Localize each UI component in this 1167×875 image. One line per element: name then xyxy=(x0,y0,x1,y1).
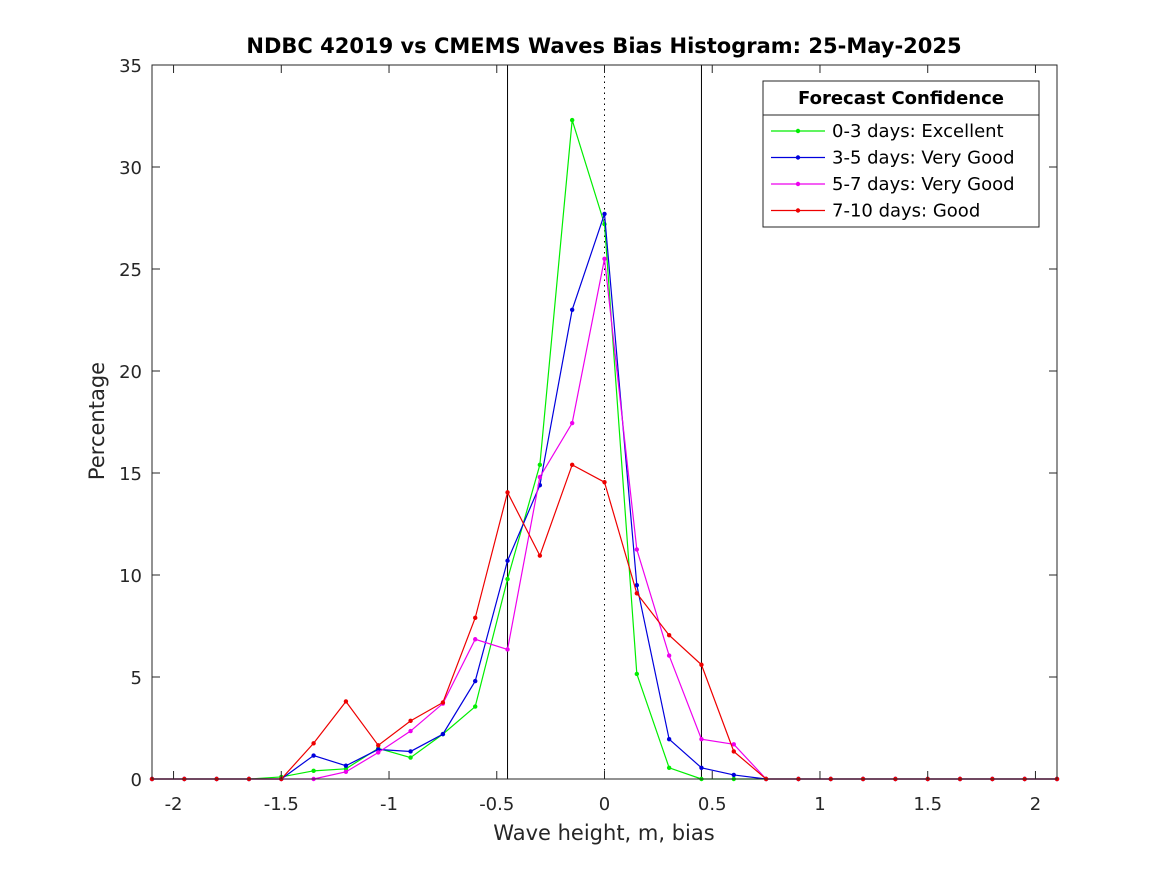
legend: Forecast Confidence 0-3 days: Excellent 3… xyxy=(762,80,1040,228)
x-tick-label: 0.5 xyxy=(698,794,727,815)
data-point xyxy=(505,576,510,582)
x-tick-label: 2 xyxy=(1030,794,1041,815)
data-point xyxy=(602,479,607,485)
data-point xyxy=(602,256,607,261)
x-tick-label: -1.5 xyxy=(264,794,299,815)
y-tick-label: 15 xyxy=(119,464,142,485)
x-tick-label: -0.5 xyxy=(479,794,514,815)
data-point xyxy=(666,737,672,742)
data-point xyxy=(537,462,543,468)
data-point xyxy=(731,772,736,778)
y-tick-label: 35 xyxy=(119,56,142,77)
data-point xyxy=(731,742,736,747)
data-point xyxy=(376,743,381,748)
data-point xyxy=(376,747,381,752)
legend-label: 0-3 days: Excellent xyxy=(832,121,1004,142)
y-tick-label: 5 xyxy=(131,668,142,689)
y-tick-label: 25 xyxy=(119,260,142,281)
data-point xyxy=(343,769,349,775)
data-point xyxy=(699,765,704,770)
data-point xyxy=(569,420,575,426)
legend-title: Forecast Confidence xyxy=(798,88,1004,109)
x-tick-label: -2 xyxy=(165,794,183,815)
data-point xyxy=(440,731,446,737)
legend-label: 7-10 days: Good xyxy=(832,201,980,222)
data-point xyxy=(505,647,510,652)
data-point xyxy=(408,749,413,754)
data-point xyxy=(537,553,543,558)
legend-swatch-marker xyxy=(795,128,801,134)
y-axis-label: Percentage xyxy=(85,362,109,480)
data-point xyxy=(311,741,316,746)
data-point xyxy=(699,662,704,667)
data-point xyxy=(408,755,413,760)
y-tick-label: 0 xyxy=(131,770,142,791)
y-axis-ticks: 0 5 10 15 20 25 30 35 xyxy=(119,56,1057,791)
data-point xyxy=(666,765,672,770)
data-point xyxy=(376,750,381,755)
y-tick-label: 10 xyxy=(119,566,142,587)
y-tick-label: 20 xyxy=(119,362,142,383)
data-point xyxy=(505,490,510,495)
data-point xyxy=(634,547,640,552)
data-point xyxy=(666,653,672,658)
legend-item-3: 7-10 days: Good xyxy=(771,201,980,222)
reference-lines xyxy=(507,65,702,779)
legend-swatch-marker xyxy=(795,208,801,213)
data-point xyxy=(343,763,349,768)
chart-title: NDBC 42019 vs CMEMS Waves Bias Histogram… xyxy=(246,34,961,58)
legend-swatch-marker xyxy=(795,155,801,160)
data-point xyxy=(731,749,736,754)
x-tick-label: 0 xyxy=(599,794,610,815)
data-point xyxy=(473,678,478,684)
legend-box xyxy=(762,80,1040,228)
data-point xyxy=(505,558,510,563)
data-point xyxy=(634,591,640,596)
data-point xyxy=(569,117,575,123)
data-point xyxy=(343,766,349,771)
x-tick-label: 1 xyxy=(814,794,825,815)
legend-label: 5-7 days: Very Good xyxy=(832,174,1015,195)
data-point xyxy=(634,583,640,588)
legend-label: 3-5 days: Very Good xyxy=(832,148,1015,169)
data-point xyxy=(311,753,316,758)
data-point xyxy=(408,718,413,724)
data-point xyxy=(569,462,575,468)
data-point xyxy=(666,632,672,638)
data-point xyxy=(569,307,575,312)
y-tick-label: 30 xyxy=(119,158,142,179)
data-point xyxy=(311,768,316,774)
x-axis-label: Wave height, m, bias xyxy=(493,821,714,845)
x-axis-ticks: -2 -1.5 -1 -0.5 0 0.5 1 1.5 2 xyxy=(165,65,1041,815)
legend-items: 0-3 days: Excellent 3-5 days: Very Good 5-… xyxy=(771,121,1015,222)
data-point xyxy=(602,211,607,217)
legend-item-2: 5-7 days: Very Good xyxy=(771,174,1015,195)
legend-item-1: 3-5 days: Very Good xyxy=(771,148,1015,169)
data-point xyxy=(699,737,704,742)
legend-item-0: 0-3 days: Excellent xyxy=(771,121,1004,142)
data-point xyxy=(343,699,349,704)
data-point xyxy=(408,728,413,734)
series-layer xyxy=(149,117,1060,782)
data-point xyxy=(634,671,640,677)
data-point xyxy=(440,700,446,705)
data-point xyxy=(537,474,543,480)
x-tick-label: -1 xyxy=(380,794,398,815)
x-tick-label: 1.5 xyxy=(913,794,942,815)
data-point xyxy=(473,637,478,642)
legend-swatch-marker xyxy=(795,181,801,187)
data-point xyxy=(473,615,478,621)
data-point xyxy=(473,704,478,709)
